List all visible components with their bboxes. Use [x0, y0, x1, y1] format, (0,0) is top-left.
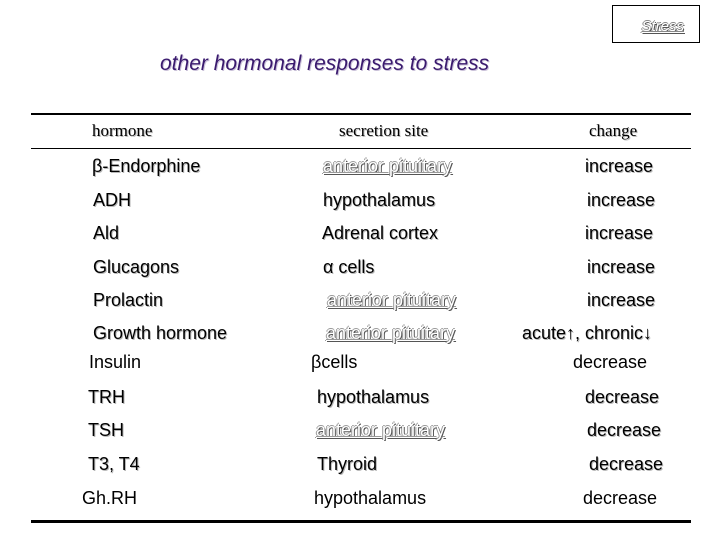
site-cell: hypothalamus	[314, 488, 427, 508]
change-cell: decrease	[587, 420, 662, 440]
hormone-cell: Ald	[93, 223, 120, 243]
page-title: other hormonal responses to stress	[160, 52, 490, 75]
hormone-cell: TSH	[88, 420, 124, 440]
table-header-rule	[31, 148, 691, 149]
column-header-secretion-site: secretion site	[339, 121, 429, 140]
nav-stress-link[interactable]: Stress	[612, 5, 700, 43]
hormone-cell: Glucagons	[93, 257, 180, 277]
site-cell: α cells	[323, 257, 375, 277]
change-cell: increase	[585, 156, 654, 176]
hormone-cell: Growth hormone	[93, 323, 228, 343]
hormone-cell: Gh.RH	[82, 488, 138, 508]
hormone-cell: ADH	[93, 190, 132, 210]
change-cell: decrease	[585, 387, 660, 407]
change-cell: increase	[587, 290, 656, 310]
site-cell: hypothalamus	[323, 190, 436, 210]
hormone-cell: β-Endorphine	[92, 156, 201, 176]
site-link[interactable]: anterior pituitary	[327, 290, 457, 310]
change-cell: increase	[585, 223, 654, 243]
site-link[interactable]: anterior pituitary	[326, 323, 456, 343]
change-cell: decrease	[583, 488, 658, 508]
site-cell: βcells	[311, 352, 358, 372]
change-cell: decrease	[573, 352, 648, 372]
site-link[interactable]: anterior pituitary	[323, 156, 453, 176]
hormone-cell: Insulin	[89, 352, 142, 372]
column-header-hormone: hormone	[92, 121, 153, 140]
change-cell: decrease	[589, 454, 664, 474]
column-header-change: change	[589, 121, 638, 140]
site-link[interactable]: anterior pituitary	[316, 420, 446, 440]
hormone-cell: TRH	[88, 387, 125, 407]
site-cell: Thyroid	[317, 454, 378, 474]
table-top-rule	[31, 113, 691, 115]
change-cell: increase	[587, 257, 656, 277]
site-cell: hypothalamus	[317, 387, 430, 407]
change-cell: increase	[587, 190, 656, 210]
hormone-cell: T3, T4	[88, 454, 140, 474]
site-cell: Adrenal cortex	[322, 223, 439, 243]
table-bottom-rule	[31, 520, 691, 523]
hormone-cell: Prolactin	[93, 290, 164, 310]
change-cell: acute↑, chronic↓	[522, 323, 653, 343]
